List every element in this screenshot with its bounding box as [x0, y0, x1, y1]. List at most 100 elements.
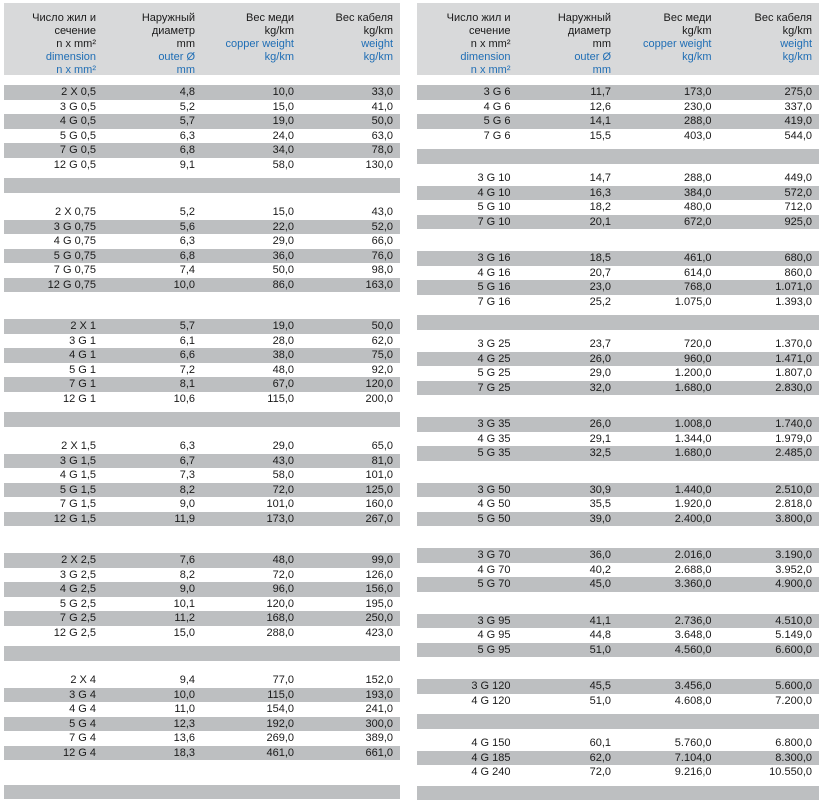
dimension-cell: 7 G 2,5 — [4, 611, 103, 626]
cable-weight-cell: 1.370,0 — [719, 337, 819, 352]
outer-diameter-cell: 51,0 — [518, 694, 619, 709]
cable-weight-cell: 50,0 — [301, 319, 400, 334]
cable-weight-cell: 250,0 — [301, 611, 400, 626]
cable-weight-cell: 2.818,0 — [719, 497, 819, 512]
dimension-cell: 7 G 0,5 — [4, 143, 103, 158]
outer-diameter-cell: 5,7 — [103, 319, 202, 334]
outer-diameter-cell: 5,7 — [103, 114, 202, 129]
cable-weight-cell: 241,0 — [301, 702, 400, 717]
copper-weight-cell: 192,0 — [202, 717, 301, 732]
copper-weight-cell: 48,0 — [202, 553, 301, 568]
outer-diameter-cell: 23,0 — [518, 280, 619, 295]
copper-weight-cell: 15,0 — [202, 205, 301, 220]
outer-diameter-cell: 6,3 — [103, 234, 202, 249]
cable-weight-cell: 200,0 — [301, 392, 400, 407]
dimension-cell: 12 G 0,75 — [4, 278, 103, 293]
header-line-ru: диаметр — [518, 25, 612, 38]
outer-diameter-cell: 20,7 — [518, 266, 619, 281]
cable-weight-cell: 99,0 — [301, 553, 400, 568]
dimension-cell: 4 G 0,5 — [4, 114, 103, 129]
group-spacer — [4, 646, 400, 673]
outer-diameter-cell: 26,0 — [518, 352, 619, 367]
cable-weight-cell: 193,0 — [301, 688, 400, 703]
dimension-cell: 4 G 10 — [417, 186, 518, 201]
dimension-cell: 4 G 4 — [4, 702, 103, 717]
copper-weight-cell: 173,0 — [202, 512, 301, 527]
copper-weight-cell: 1.440,0 — [618, 483, 719, 498]
copper-weight-cell: 77,0 — [202, 673, 301, 688]
dimension-cell: 2 X 1,5 — [4, 439, 103, 454]
copper-weight-cell: 1.920,0 — [618, 497, 719, 512]
copper-weight-cell: 36,0 — [202, 249, 301, 264]
copper-weight-cell: 72,0 — [202, 568, 301, 583]
copper-weight-cell: 10,0 — [202, 85, 301, 100]
cable-weight-cell: 76,0 — [301, 249, 400, 264]
outer-diameter-cell: 14,7 — [518, 171, 619, 186]
cable-weight-cell: 389,0 — [301, 731, 400, 746]
outer-diameter-cell: 8,1 — [103, 377, 202, 392]
outer-diameter-cell: 18,3 — [103, 746, 202, 761]
copper-weight-cell: 115,0 — [202, 688, 301, 703]
header-line-ru: mm — [103, 38, 195, 51]
dimension-cell: 5 G 0,5 — [4, 129, 103, 144]
cable-weight-cell: 1.393,0 — [719, 295, 819, 310]
copper-weight-cell: 4.608,0 — [618, 694, 719, 709]
cable-weight-cell: 10.550,0 — [719, 765, 819, 780]
copper-weight-cell: 461,0 — [618, 251, 719, 266]
header-line-en: kg/km — [202, 51, 294, 64]
dimension-cell: 3 G 1,5 — [4, 454, 103, 469]
outer-diameter-cell: 7,3 — [103, 468, 202, 483]
dimension-cell: 5 G 25 — [417, 366, 518, 381]
dimension-cell: 3 G 0,5 — [4, 100, 103, 115]
dimension-cell: 4 G 1 — [4, 348, 103, 363]
header-line-en: n x mm² — [417, 64, 511, 77]
outer-diameter-cell: 11,9 — [103, 512, 202, 527]
header-line-en: outer Ø — [518, 51, 612, 64]
dimension-cell: 12 G 1,5 — [4, 512, 103, 527]
copper-weight-cell: 7.104,0 — [618, 751, 719, 766]
copper-weight-cell: 29,0 — [202, 439, 301, 454]
dimension-cell: 4 G 50 — [417, 497, 518, 512]
spacer-band — [4, 646, 400, 661]
outer-diameter-cell: 14,1 — [518, 114, 619, 129]
copper-weight-cell: 67,0 — [202, 377, 301, 392]
copper-weight-cell: 230,0 — [618, 100, 719, 115]
cable-weight-cell: 92,0 — [301, 363, 400, 378]
copper-weight-cell: 168,0 — [202, 611, 301, 626]
dimension-cell: 5 G 2,5 — [4, 597, 103, 612]
outer-diameter-cell: 72,0 — [518, 765, 619, 780]
spacer-band — [417, 149, 819, 164]
copper-weight-cell: 34,0 — [202, 143, 301, 158]
outer-diameter-cell: 12,3 — [103, 717, 202, 732]
outer-diameter-cell: 6,3 — [103, 129, 202, 144]
header-line-ru: kg/km — [618, 25, 712, 38]
copper-weight-cell: 960,0 — [618, 352, 719, 367]
copper-weight-cell: 1.680,0 — [618, 381, 719, 396]
outer-diameter-cell: 35,5 — [518, 497, 619, 512]
copper-weight-cell: 22,0 — [202, 220, 301, 235]
dimension-cell: 5 G 1,5 — [4, 483, 103, 498]
copper-weight-cell: 154,0 — [202, 702, 301, 717]
cable-weight-cell: 3.952,0 — [719, 563, 819, 578]
copper-weight-cell: 101,0 — [202, 497, 301, 512]
header-line-ru: сечение — [4, 25, 96, 38]
dimension-cell: 3 G 16 — [417, 251, 518, 266]
